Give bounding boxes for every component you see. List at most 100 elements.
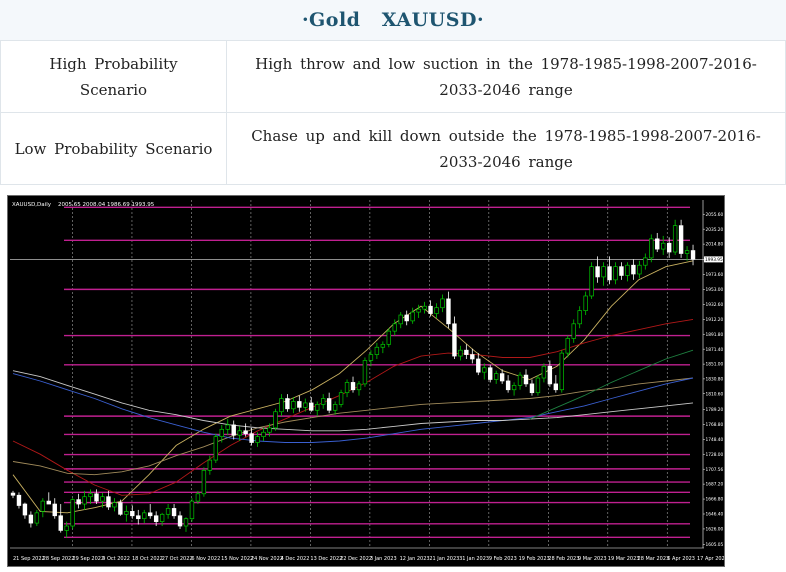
candle-body: [374, 346, 380, 355]
candle-body: [183, 518, 189, 527]
y-tick-label: 1748.40: [706, 437, 724, 443]
current-price-label: 1993.95: [705, 257, 723, 263]
candle-body: [362, 360, 368, 385]
x-tick-label: 18 Oct 2022: [132, 556, 163, 562]
candle-body: [261, 431, 266, 437]
scenario-text-cell: Chase up and kill down outside the 1978-…: [226, 112, 786, 185]
y-tick-label: 1646.40: [706, 512, 724, 518]
y-tick-label: 1626.00: [706, 527, 724, 533]
candle-body: [219, 428, 224, 437]
y-tick-label: 1687.20: [706, 482, 724, 488]
candle-body: [577, 310, 582, 325]
y-tick-label: 1932.60: [706, 302, 724, 308]
candle-body: [631, 264, 636, 275]
current-price-tag: [704, 256, 723, 263]
candle-body: [58, 515, 63, 531]
moving-average-line: [12, 373, 694, 443]
candle-body: [541, 365, 547, 379]
candle-body: [643, 257, 648, 266]
candle-body: [488, 367, 493, 380]
candle-body: [130, 511, 135, 517]
candle-body: [10, 492, 16, 496]
candle-body: [106, 496, 111, 508]
candle-body: [655, 238, 660, 250]
vertical-grid: [72, 200, 668, 548]
candle-body: [177, 515, 183, 527]
candle-body: [529, 383, 535, 394]
x-tick-label: 21 Jan 2023: [429, 556, 459, 562]
y-tick-label: 1953.00: [706, 287, 724, 293]
candle-body: [52, 503, 57, 517]
candle-body: [470, 354, 475, 360]
candle-body: [267, 427, 272, 433]
candle-body: [237, 430, 242, 436]
candle-body: [428, 305, 433, 314]
x-tick-label: 17 Apr 2023: [697, 556, 724, 562]
candle-body: [165, 508, 171, 515]
candle-body: [613, 266, 618, 281]
candle-body: [464, 349, 469, 355]
candle-body: [16, 494, 22, 506]
x-tick-label: 28 Sep 2022: [43, 556, 75, 562]
x-tick-label: 9 Feb 2023: [489, 556, 517, 562]
candle-body: [684, 250, 690, 254]
candle-body: [446, 298, 451, 325]
candlestick-chart-svg[interactable]: 1605.05 1626.00 1646.40 1666.80 1687.20 1707.…: [8, 196, 728, 566]
candle-body: [28, 514, 34, 524]
table-row: Low Probability Scenario Chase up and ki…: [0, 112, 786, 185]
candle-body: [661, 242, 666, 250]
candle-body: [189, 500, 195, 520]
candle-body: [386, 330, 392, 345]
y-tick-label: 1871.40: [706, 347, 724, 353]
candle-body: [326, 398, 332, 411]
y-tick-label: 1666.80: [706, 497, 724, 503]
candle-body: [416, 308, 421, 313]
y-tick-label: 1768.80: [706, 422, 724, 428]
candle-body: [76, 499, 81, 505]
x-tick-label: 13 Dec 2022: [310, 556, 342, 562]
candle-body: [279, 398, 284, 413]
x-tick-label: 19 Feb 2023: [519, 556, 550, 562]
candle-body: [356, 383, 362, 391]
candle-body: [118, 502, 123, 515]
candle-body: [493, 373, 499, 380]
candle-body: [195, 493, 201, 502]
candle-body: [440, 298, 445, 309]
x-tick-label: 6 Apr 2023: [667, 556, 695, 562]
price-axis: 1605.05 1626.00 1646.40 1666.80 1687.20 1707.…: [702, 196, 724, 566]
x-tick-label: 9 Mar 2023: [578, 556, 607, 562]
candle-body: [690, 250, 696, 260]
page-title: ·Gold XAUUSD·: [0, 0, 786, 41]
x-tick-label: 9 Oct 2022: [102, 556, 130, 562]
candle-body: [309, 402, 314, 411]
candle-body: [171, 508, 177, 517]
candle-body: [255, 436, 260, 443]
y-tick-label: 1891.80: [706, 332, 724, 338]
scenario-name-cell: Low Probability Scenario: [0, 112, 227, 185]
candle-body: [559, 352, 564, 391]
candle-body: [112, 502, 117, 508]
candle-body: [547, 365, 553, 385]
price-chart[interactable]: 1605.05 1626.00 1646.40 1666.80 1687.20 1707.…: [7, 195, 728, 567]
candle-body: [380, 343, 386, 348]
candle-body: [243, 430, 248, 435]
candle-body: [517, 374, 523, 386]
x-tick-label: 31 Jan 2023: [459, 556, 489, 562]
y-tick-label: 1707.56: [706, 467, 724, 473]
table-row: High Probability Scenario High throw and…: [0, 40, 786, 113]
candle-body: [148, 512, 153, 517]
candle-body: [535, 377, 541, 394]
candle-body: [505, 380, 511, 391]
candle-body: [571, 323, 576, 339]
candle-body: [213, 436, 219, 461]
x-tick-label: 28 Feb 2023: [548, 556, 579, 562]
x-tick-label: 29 Sep 2022: [72, 556, 104, 562]
x-tick-label: 24 Nov 2022: [251, 556, 283, 562]
candle-body: [291, 401, 296, 410]
candle-body: [434, 307, 439, 314]
y-tick-label: 2035.20: [706, 227, 724, 233]
candle-body: [273, 411, 278, 429]
chart-symbol-label: XAUUSD,Daily: [12, 202, 52, 208]
candle-body: [338, 392, 344, 405]
candle-body: [136, 515, 141, 520]
